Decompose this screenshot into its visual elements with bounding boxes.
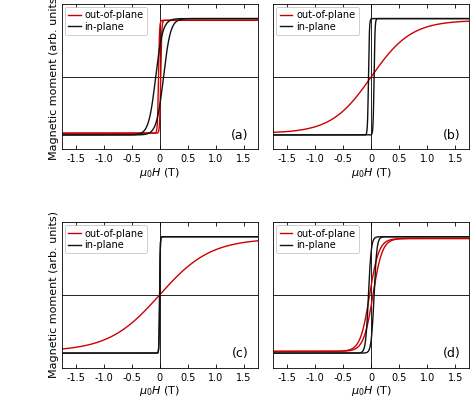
Text: (d): (d): [443, 347, 461, 360]
X-axis label: $\mu_0 H$ (T): $\mu_0 H$ (T): [139, 166, 180, 180]
Legend: out-of-plane, in-plane: out-of-plane, in-plane: [276, 7, 359, 35]
Legend: out-of-plane, in-plane: out-of-plane, in-plane: [64, 225, 147, 253]
Legend: out-of-plane, in-plane: out-of-plane, in-plane: [276, 225, 359, 253]
Y-axis label: Magnetic moment (arb. units): Magnetic moment (arb. units): [49, 211, 59, 379]
Y-axis label: Magnetic moment (arb. units): Magnetic moment (arb. units): [49, 0, 59, 160]
X-axis label: $\mu_0 H$ (T): $\mu_0 H$ (T): [139, 384, 180, 398]
X-axis label: $\mu_0 H$ (T): $\mu_0 H$ (T): [351, 384, 392, 398]
X-axis label: $\mu_0 H$ (T): $\mu_0 H$ (T): [351, 166, 392, 180]
Text: (a): (a): [231, 129, 249, 142]
Text: (b): (b): [443, 129, 460, 142]
Text: (c): (c): [232, 347, 248, 360]
Legend: out-of-plane, in-plane: out-of-plane, in-plane: [64, 7, 147, 35]
